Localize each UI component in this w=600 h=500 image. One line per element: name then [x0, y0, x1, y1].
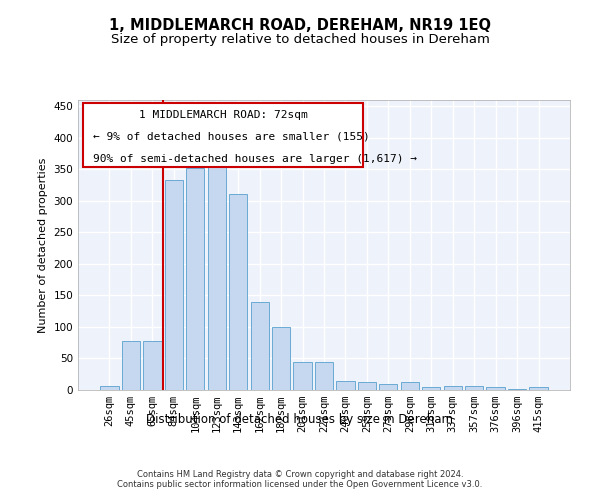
- Text: ← 9% of detached houses are smaller (155): ← 9% of detached houses are smaller (155…: [93, 132, 370, 142]
- Text: 1, MIDDLEMARCH ROAD, DEREHAM, NR19 1EQ: 1, MIDDLEMARCH ROAD, DEREHAM, NR19 1EQ: [109, 18, 491, 32]
- Bar: [379, 384, 397, 390]
- Bar: [443, 386, 462, 390]
- Bar: [143, 342, 161, 390]
- Bar: [122, 342, 140, 390]
- Bar: [529, 388, 548, 390]
- Bar: [358, 382, 376, 390]
- Bar: [401, 382, 419, 390]
- FancyBboxPatch shape: [83, 103, 364, 166]
- Bar: [272, 327, 290, 390]
- Bar: [165, 180, 183, 390]
- Bar: [229, 194, 247, 390]
- Text: Distribution of detached houses by size in Dereham: Distribution of detached houses by size …: [146, 412, 454, 426]
- Bar: [422, 387, 440, 390]
- Bar: [251, 302, 269, 390]
- Bar: [315, 362, 333, 390]
- Bar: [100, 386, 119, 390]
- Bar: [208, 158, 226, 390]
- Text: Size of property relative to detached houses in Dereham: Size of property relative to detached ho…: [110, 32, 490, 46]
- Bar: [487, 388, 505, 390]
- Text: 1 MIDDLEMARCH ROAD: 72sqm: 1 MIDDLEMARCH ROAD: 72sqm: [139, 110, 308, 120]
- Bar: [293, 362, 311, 390]
- Text: 90% of semi-detached houses are larger (1,617) →: 90% of semi-detached houses are larger (…: [93, 154, 417, 164]
- Bar: [465, 386, 483, 390]
- Bar: [337, 380, 355, 390]
- Bar: [186, 168, 205, 390]
- Y-axis label: Number of detached properties: Number of detached properties: [38, 158, 48, 332]
- Text: Contains HM Land Registry data © Crown copyright and database right 2024.
Contai: Contains HM Land Registry data © Crown c…: [118, 470, 482, 490]
